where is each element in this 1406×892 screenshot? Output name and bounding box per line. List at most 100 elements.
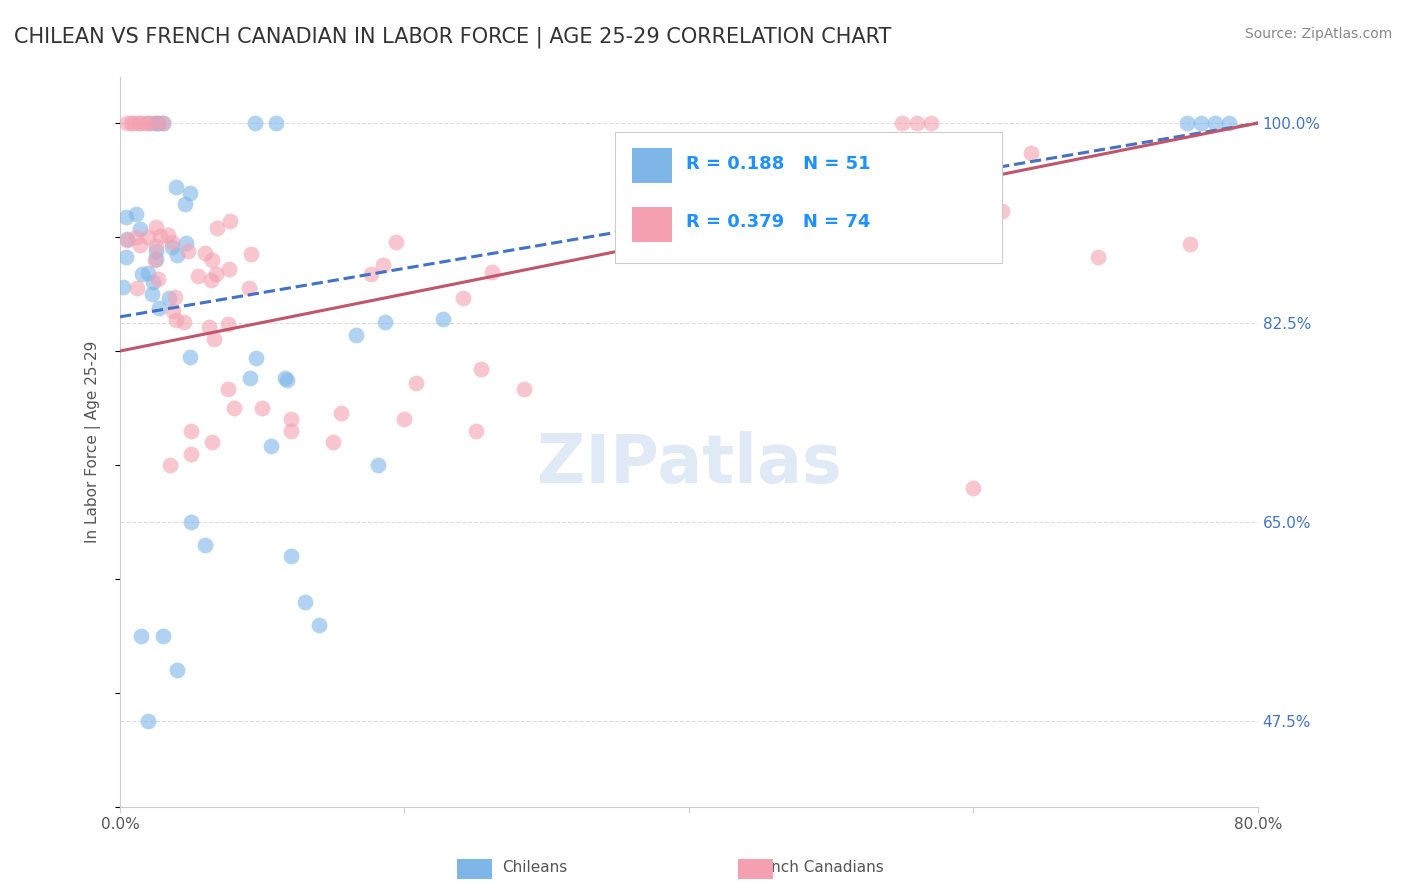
Point: [149, 228, 172, 243]
Point: [451, 291, 474, 305]
Point: [131, 267, 153, 281]
Point: [219, 214, 242, 228]
Bar: [633, 207, 672, 242]
Point: [142, 275, 165, 289]
Point: [152, 116, 174, 130]
Point: [914, 139, 936, 153]
Point: [205, 267, 228, 281]
Text: French Canadians: French Canadians: [748, 861, 883, 875]
Point: [173, 197, 195, 211]
Point: [180, 447, 202, 461]
Point: [1189, 116, 1212, 130]
Point: [165, 180, 187, 194]
Point: [117, 233, 139, 247]
Point: [152, 629, 174, 643]
Text: R = 0.188   N = 51: R = 0.188 N = 51: [686, 154, 870, 172]
Point: [129, 238, 152, 252]
Point: [138, 116, 160, 130]
Point: [294, 595, 316, 609]
Point: [145, 220, 167, 235]
Point: [322, 435, 344, 450]
Point: [194, 246, 217, 260]
Point: [160, 240, 183, 254]
Point: [280, 412, 302, 426]
Point: [145, 116, 167, 130]
Point: [201, 435, 224, 450]
Point: [162, 304, 184, 318]
Point: [962, 481, 984, 495]
Point: [243, 116, 266, 130]
Point: [131, 629, 153, 643]
Point: [513, 382, 536, 396]
Point: [308, 617, 330, 632]
Point: [218, 261, 240, 276]
Point: [405, 376, 427, 391]
Point: [136, 230, 159, 244]
Point: [180, 424, 202, 438]
Point: [360, 267, 382, 281]
Point: [217, 382, 239, 396]
Point: [274, 371, 297, 385]
Point: [160, 235, 183, 249]
Point: [115, 116, 138, 130]
Point: [373, 258, 395, 272]
Point: [129, 222, 152, 236]
Point: [276, 373, 298, 387]
Point: [112, 280, 135, 294]
Point: [200, 273, 222, 287]
Point: [470, 362, 492, 376]
Point: [945, 225, 967, 239]
Point: [260, 439, 283, 453]
Text: R = 0.379   N = 74: R = 0.379 N = 74: [686, 213, 870, 231]
Point: [252, 401, 274, 415]
Point: [146, 272, 169, 286]
Text: Source: ZipAtlas.com: Source: ZipAtlas.com: [1244, 27, 1392, 41]
Point: [145, 239, 167, 253]
Point: [125, 280, 148, 294]
Point: [145, 252, 167, 266]
Point: [165, 313, 187, 327]
Point: [120, 116, 142, 130]
Point: [217, 317, 239, 331]
Point: [374, 315, 396, 329]
Point: [464, 424, 486, 438]
Point: [141, 116, 163, 130]
Point: [1218, 116, 1240, 130]
Point: [907, 215, 929, 229]
Text: CHILEAN VS FRENCH CANADIAN IN LABOR FORCE | AGE 25-29 CORRELATION CHART: CHILEAN VS FRENCH CANADIAN IN LABOR FORC…: [14, 27, 891, 48]
Point: [481, 265, 503, 279]
Point: [141, 287, 163, 301]
Point: [122, 116, 145, 130]
Point: [115, 210, 138, 224]
Point: [145, 116, 167, 130]
Point: [125, 207, 148, 221]
Point: [385, 235, 408, 249]
Point: [187, 268, 209, 283]
Point: [157, 291, 180, 305]
Point: [991, 204, 1014, 219]
Point: [152, 116, 174, 130]
Point: [194, 538, 217, 552]
Point: [432, 312, 454, 326]
Point: [115, 251, 138, 265]
Point: [205, 221, 228, 235]
Point: [125, 230, 148, 244]
Point: [138, 714, 160, 729]
Point: [166, 663, 188, 677]
Point: [115, 232, 138, 246]
Text: ZIPatlas: ZIPatlas: [537, 431, 841, 497]
Point: [148, 116, 170, 130]
Point: [905, 116, 928, 130]
Y-axis label: In Labor Force | Age 25-29: In Labor Force | Age 25-29: [86, 341, 101, 543]
Point: [145, 244, 167, 258]
Point: [1204, 116, 1226, 130]
Point: [159, 458, 181, 472]
Point: [180, 515, 202, 529]
Point: [201, 252, 224, 267]
Point: [920, 116, 942, 130]
Point: [143, 252, 166, 267]
Point: [1019, 145, 1042, 160]
Point: [157, 227, 180, 242]
Point: [163, 290, 186, 304]
Text: Chileans: Chileans: [502, 861, 567, 875]
